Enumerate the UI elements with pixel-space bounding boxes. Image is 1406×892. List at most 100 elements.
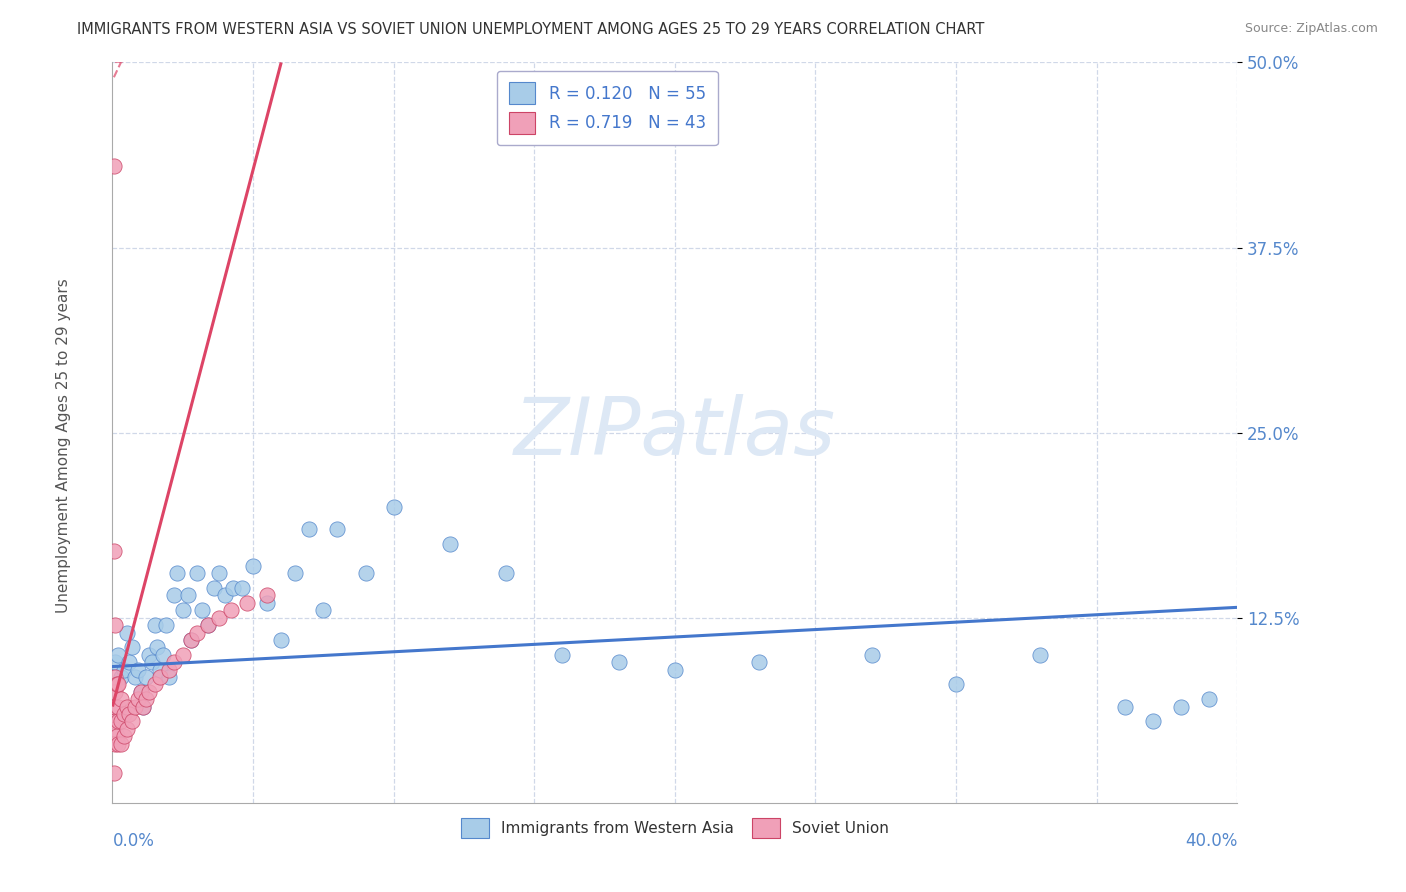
Point xyxy=(231,581,253,595)
Point xyxy=(105,729,128,743)
Point xyxy=(146,640,169,655)
Point xyxy=(138,648,160,662)
Text: Source: ZipAtlas.com: Source: ZipAtlas.com xyxy=(1244,22,1378,36)
Point xyxy=(143,677,166,691)
Point xyxy=(124,699,146,714)
Point xyxy=(202,581,225,595)
Point xyxy=(298,522,321,536)
Point xyxy=(104,699,127,714)
Point xyxy=(208,610,231,624)
Point xyxy=(197,618,219,632)
Point xyxy=(112,729,135,743)
Point xyxy=(197,618,219,632)
Point xyxy=(104,685,127,699)
Point xyxy=(219,603,242,617)
Point xyxy=(748,655,770,669)
Point xyxy=(115,722,138,736)
Text: IMMIGRANTS FROM WESTERN ASIA VS SOVIET UNION UNEMPLOYMENT AMONG AGES 25 TO 29 YE: IMMIGRANTS FROM WESTERN ASIA VS SOVIET U… xyxy=(77,22,984,37)
Point xyxy=(107,699,129,714)
Point xyxy=(143,618,166,632)
Point xyxy=(214,589,236,603)
Point xyxy=(104,618,127,632)
Text: ZIPatlas: ZIPatlas xyxy=(513,393,837,472)
Point xyxy=(110,737,132,751)
Point xyxy=(439,536,461,550)
Point xyxy=(284,566,307,581)
Point xyxy=(236,596,259,610)
Point xyxy=(155,618,177,632)
Point xyxy=(107,737,129,751)
Point xyxy=(1114,699,1136,714)
Point xyxy=(256,596,278,610)
Point xyxy=(127,692,149,706)
Point xyxy=(354,566,377,581)
Point xyxy=(110,670,132,684)
Point xyxy=(138,685,160,699)
Point xyxy=(129,685,152,699)
Point xyxy=(157,663,180,677)
Legend: Immigrants from Western Asia, Soviet Union: Immigrants from Western Asia, Soviet Uni… xyxy=(451,809,898,847)
Point xyxy=(103,544,125,558)
Point xyxy=(191,603,214,617)
Point xyxy=(103,159,125,173)
Point xyxy=(551,648,574,662)
Point xyxy=(163,655,186,669)
Point xyxy=(149,663,172,677)
Point xyxy=(382,500,405,514)
Point xyxy=(149,670,172,684)
Point xyxy=(104,655,127,669)
Point xyxy=(1170,699,1192,714)
Point xyxy=(124,670,146,684)
Point xyxy=(270,632,292,647)
Point xyxy=(312,603,335,617)
Point xyxy=(132,699,155,714)
Point xyxy=(135,692,157,706)
Point xyxy=(129,685,152,699)
Point xyxy=(135,670,157,684)
Point xyxy=(104,737,127,751)
Point xyxy=(172,603,194,617)
Point xyxy=(118,706,141,721)
Point xyxy=(104,670,127,684)
Point xyxy=(180,632,202,647)
Point xyxy=(1142,714,1164,729)
Point xyxy=(495,566,517,581)
Point xyxy=(132,699,155,714)
Point xyxy=(110,692,132,706)
Point xyxy=(157,670,180,684)
Point xyxy=(172,648,194,662)
Point xyxy=(105,677,128,691)
Point xyxy=(945,677,967,691)
Point xyxy=(163,589,186,603)
Point xyxy=(326,522,349,536)
Point xyxy=(152,648,174,662)
Point xyxy=(607,655,630,669)
Point xyxy=(115,625,138,640)
Point xyxy=(860,648,883,662)
Point xyxy=(166,566,188,581)
Point xyxy=(115,699,138,714)
Point xyxy=(180,632,202,647)
Point xyxy=(112,663,135,677)
Point xyxy=(1198,692,1220,706)
Point xyxy=(103,766,125,780)
Point xyxy=(222,581,245,595)
Text: Unemployment Among Ages 25 to 29 years: Unemployment Among Ages 25 to 29 years xyxy=(56,278,70,614)
Point xyxy=(118,655,141,669)
Point xyxy=(141,655,163,669)
Point xyxy=(242,558,264,573)
Point xyxy=(121,640,143,655)
Point xyxy=(104,722,127,736)
Point xyxy=(1029,648,1052,662)
Point xyxy=(664,663,686,677)
Point xyxy=(177,589,200,603)
Point xyxy=(107,648,129,662)
Point xyxy=(112,706,135,721)
Text: 0.0%: 0.0% xyxy=(112,832,155,850)
Point xyxy=(208,566,231,581)
Point xyxy=(107,677,129,691)
Point xyxy=(127,663,149,677)
Point xyxy=(110,714,132,729)
Text: 40.0%: 40.0% xyxy=(1185,832,1237,850)
Point xyxy=(107,714,129,729)
